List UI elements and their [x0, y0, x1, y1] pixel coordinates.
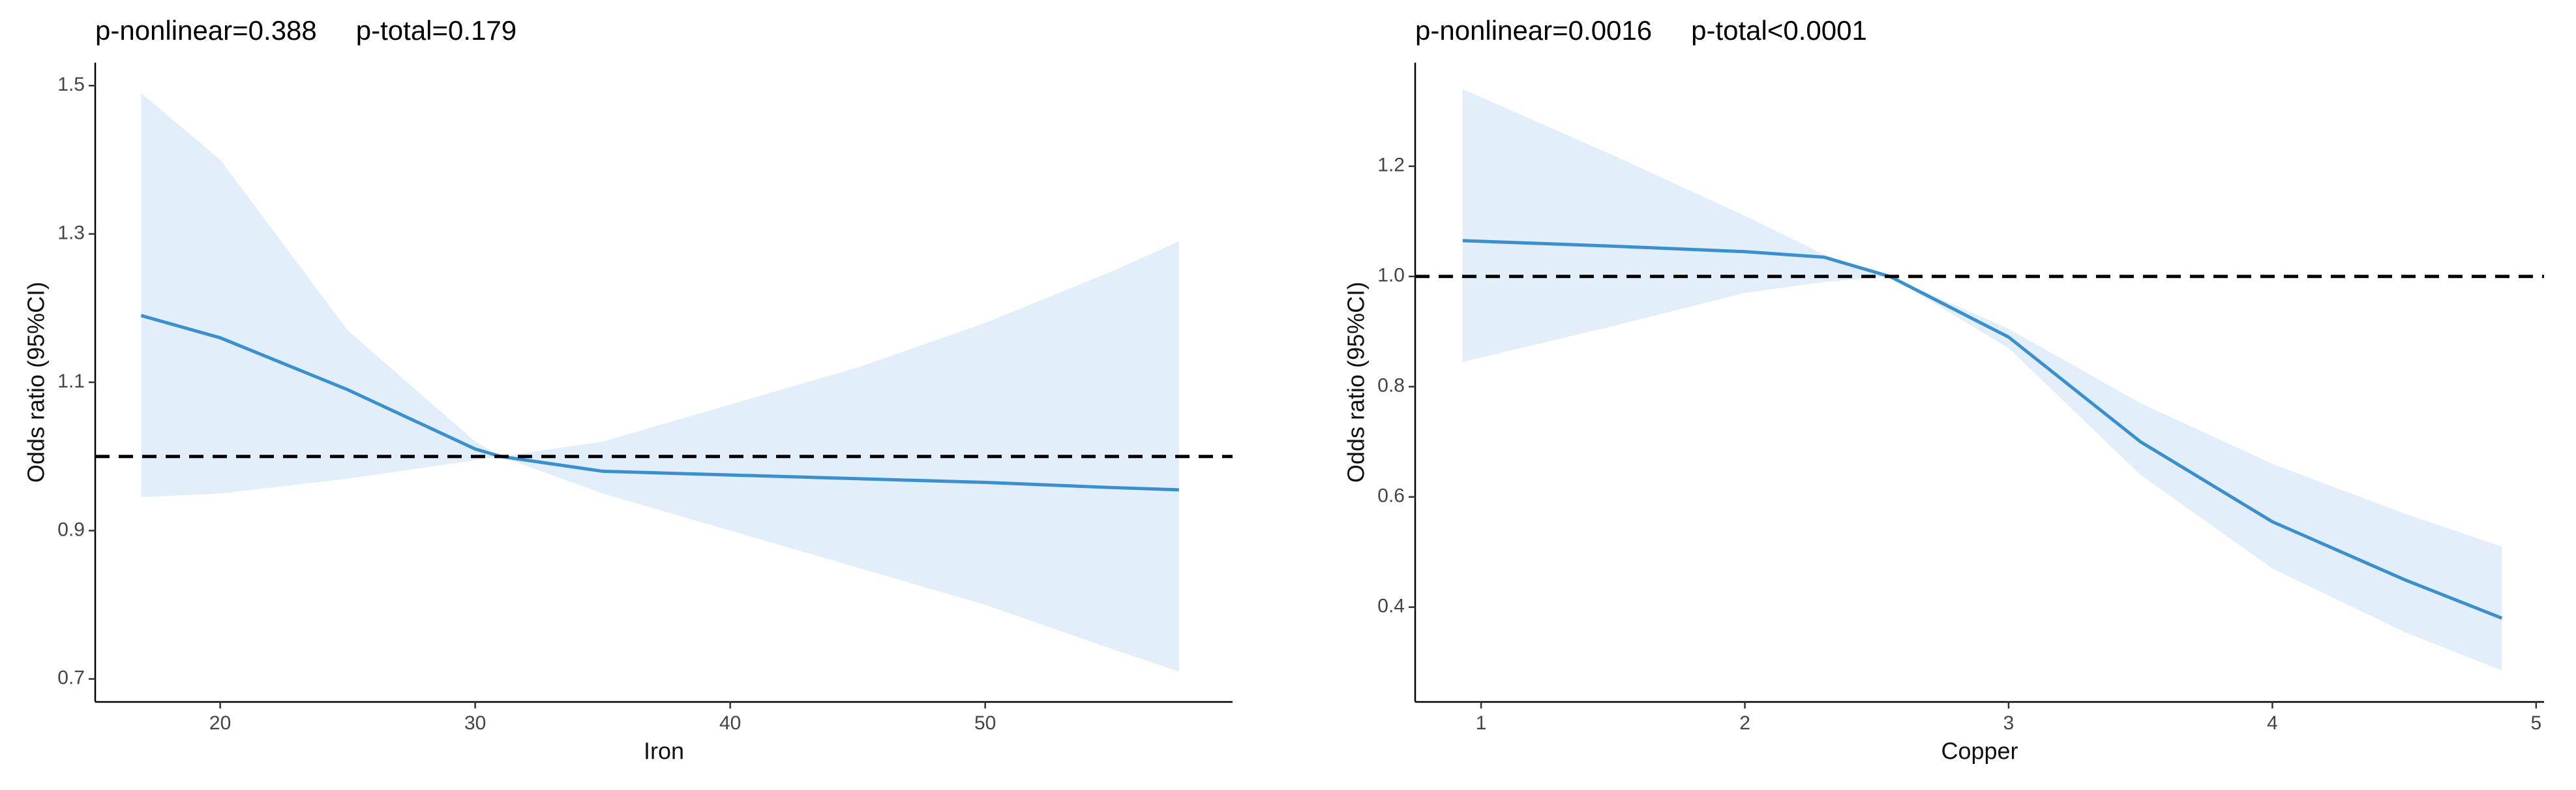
y-tick-label: 0.4: [1377, 596, 1405, 617]
y-tick-label: 0.7: [57, 667, 85, 689]
spline-line: [1462, 239, 2503, 620]
y-tick-label: 1.5: [57, 74, 85, 95]
x-axis-label: Iron: [644, 738, 684, 765]
y-tick-label: 1.3: [57, 222, 85, 244]
annotation: p-total=0.179: [356, 15, 517, 46]
y-tick-label: 0.8: [1377, 375, 1405, 397]
y-tick-label: 1.0: [1377, 265, 1405, 286]
y-tick-label: 0.6: [1377, 485, 1405, 507]
ci-band: [141, 93, 1179, 672]
x-tick-label: 1: [1476, 712, 1487, 734]
x-tick-label: 20: [209, 712, 231, 734]
x-tick-label: 50: [974, 712, 996, 734]
x-tick-label: 2: [1739, 712, 1750, 734]
annotation: p-nonlinear=0.388: [95, 15, 317, 46]
spline-line: [140, 314, 1179, 492]
y-tick-label: 1.1: [57, 371, 85, 392]
y-tick-label: 1.2: [1377, 155, 1405, 176]
x-tick-label: 4: [2267, 712, 2278, 734]
y-axis-label: Odds ratio (95%CI): [1343, 282, 1370, 483]
x-axis-label: Copper: [1941, 738, 2018, 765]
x-tick-label: 40: [719, 712, 741, 734]
x-tick-label: 5: [2531, 712, 2542, 734]
x-tick-label: 30: [464, 712, 486, 734]
y-tick-label: 0.9: [57, 519, 85, 540]
annotation: p-total<0.0001: [1691, 15, 1867, 46]
y-axis-label: Odds ratio (95%CI): [23, 282, 50, 483]
annotation: p-nonlinear=0.0016: [1415, 15, 1652, 46]
x-tick-label: 3: [2003, 712, 2014, 734]
ci-band: [1462, 89, 2502, 671]
